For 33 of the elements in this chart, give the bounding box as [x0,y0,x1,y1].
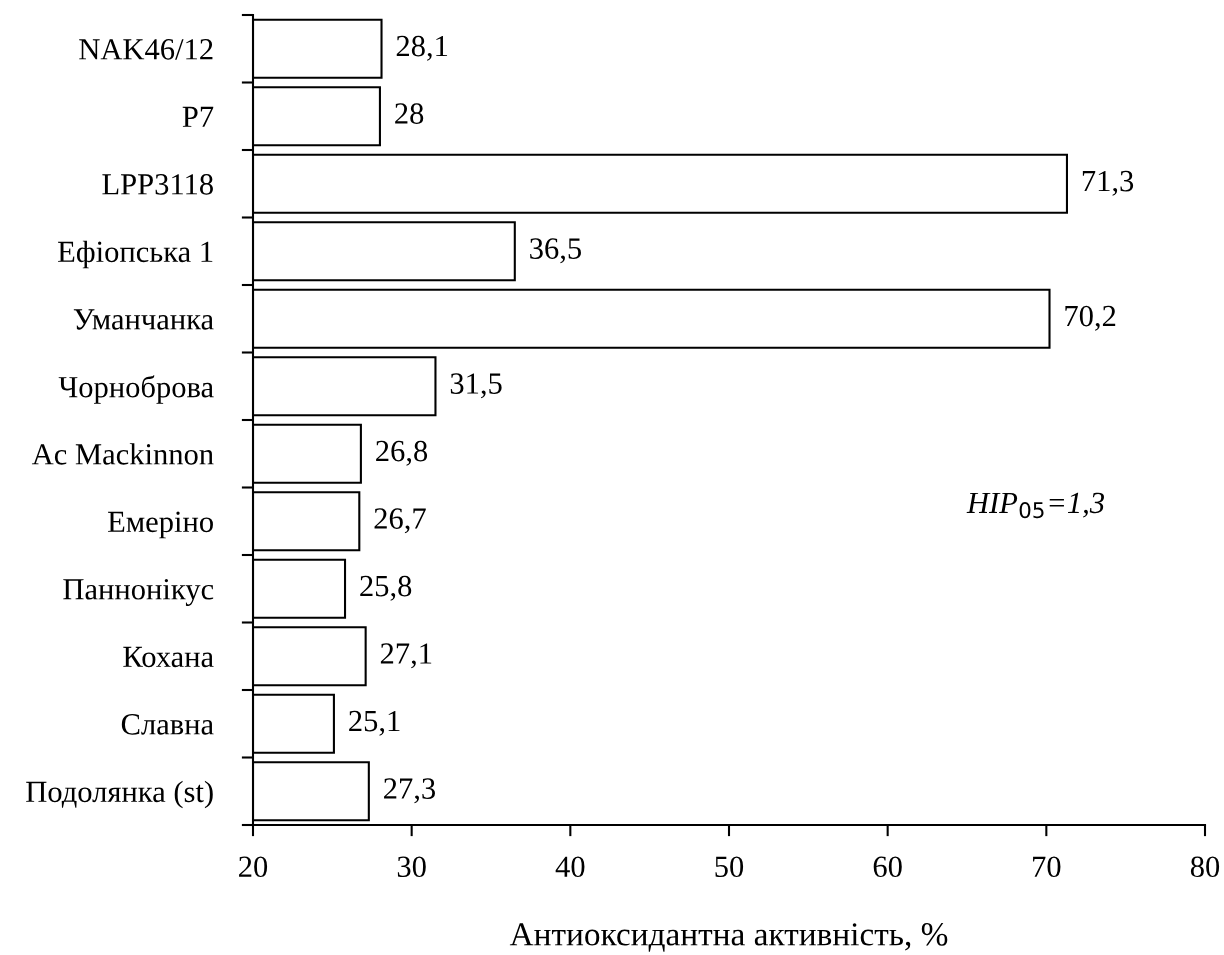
x-tick-label: 80 [1190,856,1220,878]
data-label: 25,1 [349,710,400,736]
annotation: HIP$_{05}$=1,3 [966,492,1104,519]
x-tick-label: 20 [239,856,268,878]
y-tick-label: Славна [121,714,214,735]
y-tick-label: Кохана [123,646,214,668]
data-label: 36,5 [530,238,581,264]
data-label: 26,8 [376,440,428,466]
y-tick-label: Уманчанка [73,309,214,330]
y-tick-label: Паннонікус [63,579,214,606]
y-tick-label: P7 [182,106,214,127]
x-tick-label: 30 [397,856,426,878]
y-tick-label: NAK46/12 [79,39,213,60]
y-tick-label: Емеріно [108,511,213,539]
x-tick-label: 50 [715,856,744,878]
y-tick-label: LPP3118 [102,174,213,195]
data-label: 70,2 [1065,305,1116,331]
data-label: 31,5 [450,373,502,399]
data-label: 26,7 [374,508,426,534]
y-tick-label: Подолянка (st) [26,780,213,809]
data-label: 25,8 [360,575,412,601]
x-tick-label: 70 [1033,856,1061,878]
data-label: 27,3 [384,778,435,804]
y-tick-label: Чорноброва [58,375,214,404]
data-label: 28 [395,103,424,124]
data-label: 27,1 [380,643,432,669]
x-tick-label: 60 [873,856,902,878]
y-tick-label: Ac Mackinnon [31,443,214,465]
x-axis-title: Антиоксидантна активність, % [509,923,948,952]
data-label: 71,3 [1082,170,1134,196]
data-label: 28,1 [396,35,448,61]
x-tick-label: 40 [555,856,585,878]
y-tick-label: Ефіопська 1 [58,240,213,269]
